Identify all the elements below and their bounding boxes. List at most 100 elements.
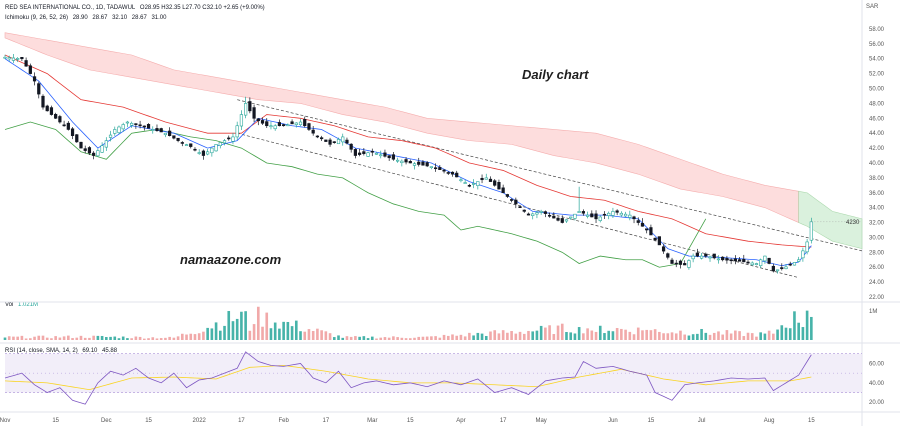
candle-body bbox=[273, 125, 277, 130]
rsi-tick-label: 60.00 bbox=[869, 361, 885, 367]
candle-body bbox=[66, 122, 70, 130]
volume-bar bbox=[379, 337, 383, 340]
volume-bar bbox=[514, 333, 518, 340]
candle-body bbox=[320, 137, 324, 140]
price-tick-label: 38.00 bbox=[869, 176, 885, 182]
volume-bar bbox=[37, 335, 41, 340]
volume-bar bbox=[100, 335, 104, 340]
candle-body bbox=[763, 255, 767, 262]
volume-bar bbox=[341, 337, 345, 340]
volume-bar bbox=[16, 336, 19, 340]
volume-bar bbox=[294, 320, 298, 340]
candle-body bbox=[699, 255, 704, 259]
volume-bar bbox=[193, 334, 197, 340]
volume-bar bbox=[712, 332, 716, 340]
volume-bar bbox=[328, 333, 332, 340]
volume-bar bbox=[729, 333, 733, 340]
volume-bar bbox=[717, 331, 720, 340]
candle-body bbox=[417, 161, 421, 165]
volume-bar bbox=[172, 337, 176, 340]
candle-body bbox=[742, 259, 746, 263]
candle-body bbox=[62, 124, 66, 127]
daily-chart-caption: Daily chart bbox=[522, 67, 589, 82]
candle-body bbox=[341, 136, 345, 143]
candle-body bbox=[619, 212, 623, 216]
volume-bar bbox=[404, 338, 408, 340]
candle-body bbox=[780, 267, 784, 270]
volume-bar bbox=[468, 332, 471, 340]
volume-bar bbox=[278, 328, 281, 340]
candle-body bbox=[476, 181, 480, 186]
chikou-span-line bbox=[4, 121, 707, 268]
ichimoku-value-span-a: 28.67 bbox=[131, 15, 147, 21]
volume-bar bbox=[349, 336, 353, 340]
price-tick-label: 52.00 bbox=[869, 72, 885, 78]
candle-body bbox=[184, 144, 189, 146]
volume-bar bbox=[316, 328, 319, 340]
candle-body bbox=[193, 148, 197, 151]
volume-bar bbox=[666, 333, 670, 340]
volume-bar bbox=[121, 336, 125, 340]
candle-body bbox=[602, 213, 607, 216]
rsi-tick-label: 20.00 bbox=[869, 400, 885, 406]
candle-body bbox=[134, 123, 138, 125]
time-tick-label: 15 bbox=[407, 418, 414, 424]
candle-body bbox=[805, 241, 809, 253]
candle-body bbox=[577, 211, 581, 213]
volume-bar bbox=[151, 337, 155, 340]
candle-body bbox=[269, 125, 273, 128]
volume-bar bbox=[185, 334, 188, 340]
candle-body bbox=[678, 260, 683, 265]
volume-bar bbox=[109, 336, 112, 340]
volume-bar bbox=[493, 330, 497, 340]
candle-body bbox=[670, 259, 674, 264]
candle-body bbox=[11, 57, 16, 61]
candle-body bbox=[721, 256, 725, 261]
candle-body bbox=[222, 140, 227, 144]
volume-bar bbox=[590, 330, 594, 340]
price-tick-label: 44.00 bbox=[869, 131, 885, 137]
candle-body bbox=[113, 129, 117, 134]
candle-body bbox=[248, 101, 252, 112]
candle-body bbox=[379, 154, 383, 157]
volume-bar bbox=[446, 335, 450, 340]
volume-bar bbox=[320, 330, 323, 340]
volume-bar bbox=[375, 338, 378, 340]
candle-body bbox=[374, 152, 379, 155]
candle-body bbox=[349, 143, 353, 150]
volume-bar bbox=[708, 334, 712, 340]
volume-bar bbox=[45, 337, 49, 340]
volume-bar bbox=[565, 332, 568, 340]
volume-bar bbox=[370, 336, 374, 340]
volume-tick-label: 1M bbox=[869, 309, 877, 315]
volume-bar bbox=[489, 331, 492, 340]
volume-bar bbox=[793, 311, 796, 340]
volume-bar bbox=[54, 336, 57, 340]
candle-body bbox=[775, 269, 780, 272]
volume-bar bbox=[683, 334, 686, 340]
time-tick-label: Feb bbox=[278, 418, 289, 424]
site-watermark: namaazone.com bbox=[180, 252, 282, 267]
candle-body bbox=[396, 159, 400, 162]
volume-bar bbox=[417, 336, 421, 340]
volume-bar bbox=[240, 311, 243, 340]
candle-body bbox=[117, 126, 121, 133]
volume-bar bbox=[181, 333, 184, 340]
candle-body bbox=[509, 199, 514, 201]
candle-body bbox=[716, 258, 721, 261]
volume-bar bbox=[615, 328, 619, 340]
volume-bar bbox=[721, 334, 724, 340]
volume-bar bbox=[510, 331, 513, 340]
candle-body bbox=[729, 259, 733, 262]
candle-body bbox=[28, 65, 32, 74]
time-tick-label: May bbox=[535, 418, 546, 424]
volume-bar bbox=[362, 336, 366, 340]
candle-body bbox=[303, 118, 307, 127]
candle-body bbox=[307, 123, 311, 130]
candle-body bbox=[543, 211, 547, 214]
price-tick-label: 34.00 bbox=[869, 206, 885, 212]
candle-body bbox=[480, 177, 484, 181]
volume-bar bbox=[189, 333, 193, 340]
candle-body bbox=[265, 121, 269, 127]
